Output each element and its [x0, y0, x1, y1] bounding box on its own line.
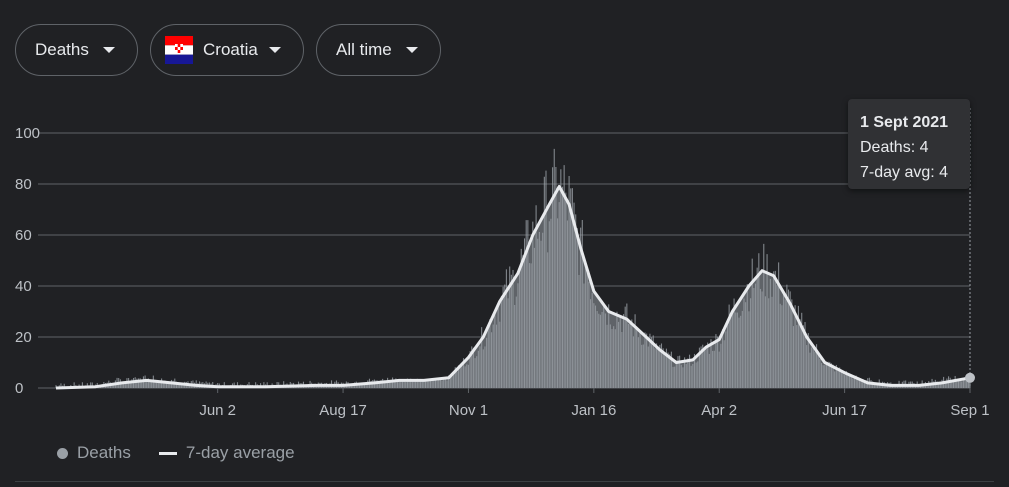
tooltip-average: 7-day avg: 4 — [860, 164, 949, 181]
filter-bar: Deaths Croatia All time — [15, 24, 441, 76]
legend-item-average: 7-day average — [158, 443, 295, 463]
croatia-flag-icon — [165, 36, 193, 64]
chevron-down-icon — [103, 47, 115, 53]
tooltip-date: 1 Sept 2021 — [860, 114, 949, 131]
chevron-down-icon — [269, 47, 281, 53]
y-tick-label: 40 — [15, 278, 32, 295]
y-tick-label: 20 — [15, 329, 32, 346]
legend-label-average: 7-day average — [185, 443, 295, 462]
legend-label-deaths: Deaths — [77, 443, 131, 462]
time-range-dropdown[interactable]: All time — [316, 24, 441, 76]
legend-dot-icon — [57, 447, 68, 459]
legend-line-icon — [158, 451, 177, 455]
y-tick-label: 60 — [15, 227, 32, 244]
x-tick-label: Jun 17 — [822, 402, 867, 419]
x-tick-label: Sep 1 — [950, 402, 989, 419]
tooltip-deaths: Deaths: 4 — [860, 139, 929, 156]
legend-item-deaths: Deaths — [57, 443, 131, 463]
metric-dropdown-label: Deaths — [35, 40, 89, 59]
x-tick-label: Apr 2 — [701, 402, 737, 419]
average-line — [55, 185, 971, 390]
hover-point — [965, 372, 975, 383]
metric-dropdown[interactable]: Deaths — [15, 24, 138, 76]
y-tick-label: 0 — [15, 380, 23, 397]
divider — [15, 481, 994, 482]
country-dropdown-label: Croatia — [203, 40, 258, 59]
y-tick-label: 100 — [15, 125, 40, 142]
x-tick-label: Jun 2 — [199, 402, 236, 419]
chart-legend: Deaths 7-day average — [57, 443, 295, 463]
y-tick-label: 80 — [15, 176, 32, 193]
x-tick-label: Nov 1 — [449, 402, 488, 419]
x-tick-label: Jan 16 — [571, 402, 616, 419]
chart-tooltip: 1 Sept 2021 Deaths: 4 7-day avg: 4 — [848, 99, 970, 189]
time-range-dropdown-label: All time — [336, 40, 392, 59]
chevron-down-icon — [406, 47, 418, 53]
x-tick-label: Aug 17 — [319, 402, 367, 419]
country-dropdown[interactable]: Croatia — [150, 24, 304, 76]
deaths-chart[interactable]: 0 20 40 60 80 100 Jun 2 Aug 17 Nov 1 Jan 16 Apr 2 J… — [0, 95, 1009, 435]
